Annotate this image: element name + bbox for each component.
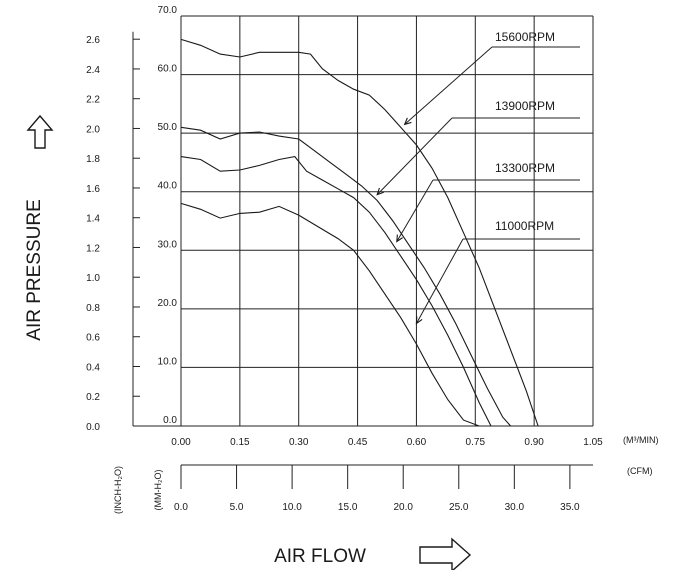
curve-13900rpm xyxy=(180,126,512,427)
cfm-tick-label: 10.0 xyxy=(282,502,302,513)
inch-tick-label: 2.0 xyxy=(86,124,100,135)
rpm-arrowhead xyxy=(403,117,412,126)
cfm-tick-label: 15.0 xyxy=(338,502,358,513)
x-tick-label: 0.30 xyxy=(289,437,309,448)
rpm-leader-line xyxy=(376,117,453,195)
cfm-tick-label: 30.0 xyxy=(505,502,525,513)
mm-tick-label: 0.0 xyxy=(163,415,177,426)
x-axis-title: AIR FLOW xyxy=(274,546,366,567)
inch-tick-label: 0.0 xyxy=(86,422,100,433)
cfm-tick-label: 35.0 xyxy=(560,502,580,513)
curve-11000rpm xyxy=(180,202,480,427)
rpm-label-text: 13300RPM xyxy=(495,161,555,175)
mm-tick-label: 10.0 xyxy=(158,356,178,367)
right-arrow-icon xyxy=(419,537,472,570)
inch-tick-label: 1.6 xyxy=(86,184,100,195)
rpm-leader-line xyxy=(415,238,464,324)
y-axis-title: AIR PRESSURE xyxy=(24,199,45,340)
mm-tick-label: 60.0 xyxy=(158,64,178,75)
cfm-tick-label: 0.0 xyxy=(174,502,188,513)
mm-tick-label: 50.0 xyxy=(158,122,178,133)
rpm-arrowhead xyxy=(396,234,403,243)
x-tick-label: 0.45 xyxy=(348,437,368,448)
rpm-arrowhead xyxy=(376,187,384,196)
y-unit-inch: (INCH-H₂O) xyxy=(113,466,123,514)
curve-15600rpm xyxy=(180,38,539,427)
mm-tick-label: 40.0 xyxy=(158,181,178,192)
inch-tick-label: 1.8 xyxy=(86,154,100,165)
rpm-arrowhead xyxy=(415,316,423,325)
inch-tick-label: 1.4 xyxy=(86,214,100,225)
mm-tick-label: 20.0 xyxy=(158,298,178,309)
x-tick-label: 0.90 xyxy=(524,437,544,448)
inch-tick-label: 0.2 xyxy=(86,392,100,403)
inch-tick-label: 2.4 xyxy=(86,65,100,76)
cfm-tick-label: 20.0 xyxy=(393,502,413,513)
x-unit-label: (M³/MIN) xyxy=(623,435,659,445)
tick-labels: 0.00 0.15 0.30 0.45 0.60 0.75 0.90 1.050.010.02… xyxy=(86,5,603,513)
x-tick-label: 0.75 xyxy=(466,437,486,448)
inch-tick-label: 0.4 xyxy=(86,362,100,373)
rpm-label-text: 15600RPM xyxy=(495,30,555,44)
inch-tick-label: 2.6 xyxy=(86,35,100,46)
up-arrow-icon xyxy=(26,114,54,149)
inch-tick-label: 0.6 xyxy=(86,333,100,344)
x-tick-label: 0.60 xyxy=(407,437,427,448)
x-tick-label: 1.05 xyxy=(583,437,603,448)
inch-tick-label: 0.8 xyxy=(86,303,100,314)
rpm-leader-line xyxy=(396,179,434,242)
inch-tick-label: 1.0 xyxy=(86,273,100,284)
rpm-leader-line xyxy=(404,46,493,125)
cfm-tick-label: 25.0 xyxy=(449,502,469,513)
cfm-tick-label: 5.0 xyxy=(230,502,244,513)
rpm-label-text: 11000RPM xyxy=(495,219,554,233)
x-tick-label: 0.15 xyxy=(230,437,250,448)
y-unit-mm: (MM-H₂O) xyxy=(153,470,163,511)
grid-lines xyxy=(132,15,594,489)
x-tick-label: 0.00 xyxy=(171,437,191,448)
x2-unit-label: (CFM) xyxy=(627,466,653,476)
inch-tick-label: 1.2 xyxy=(86,243,100,254)
rpm-curves xyxy=(180,38,539,427)
rpm-label-text: 13900RPM xyxy=(495,99,555,113)
curve-13300rpm xyxy=(180,155,492,427)
inch-tick-label: 2.2 xyxy=(86,95,100,106)
mm-tick-label: 30.0 xyxy=(158,239,178,250)
mm-tick-label: 70.0 xyxy=(158,5,178,16)
rpm-labels: 15600RPM 13900RPM 13300RPM 11000RPM xyxy=(376,30,580,325)
